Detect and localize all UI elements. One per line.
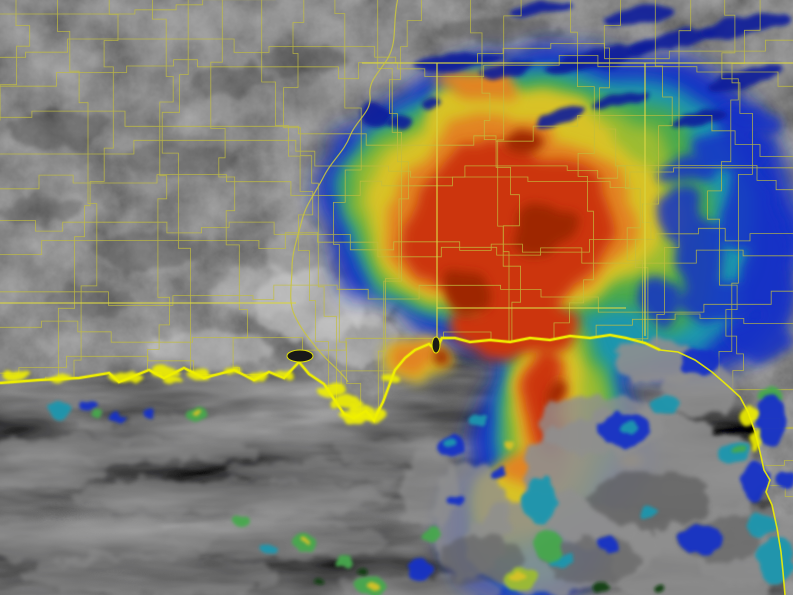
ground-speck-layer xyxy=(313,568,666,594)
lake-outline xyxy=(431,336,441,354)
gulf-cloud-deck-layer xyxy=(0,339,793,595)
storm-layer-red xyxy=(408,143,612,458)
storm-layer-dark-red xyxy=(428,128,575,408)
cirrus-streaks-layer xyxy=(357,0,790,129)
mississippi-river-line xyxy=(290,0,399,383)
florida-coastline xyxy=(659,349,786,595)
coastline-layer xyxy=(0,332,786,595)
convective-cells-layer xyxy=(50,350,793,595)
lake-outline xyxy=(286,349,314,363)
cold-top-patches-layer xyxy=(635,106,793,358)
